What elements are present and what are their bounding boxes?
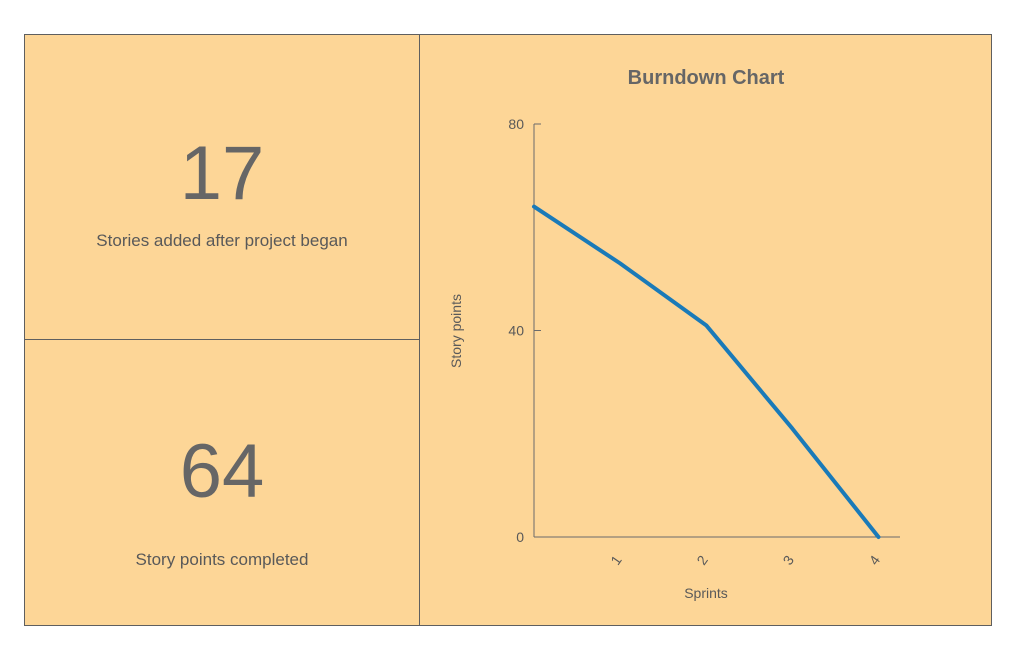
y-tick-label: 40 — [508, 323, 524, 339]
x-tick-label: 3 — [779, 552, 797, 568]
chart-axes: 0 40 80 1 2 3 4 — [508, 116, 900, 568]
chart-title: Burndown Chart — [628, 67, 785, 89]
stat-value: 17 — [179, 131, 265, 216]
y-tick-label: 80 — [508, 116, 524, 132]
stat-card-points-completed: 64 Story points completed — [24, 339, 420, 626]
stat-label: Story points completed — [135, 550, 309, 569]
x-axis-label: Sprints — [684, 585, 728, 601]
y-tick-label: 0 — [516, 529, 524, 545]
chart-plot-area — [532, 204, 881, 539]
x-tick-label: 2 — [693, 552, 711, 568]
x-tick-label: 4 — [866, 552, 884, 568]
stat-label: Stories added after project began — [96, 231, 348, 250]
series-line — [532, 204, 881, 539]
y-axis-label: Story points — [448, 294, 464, 368]
stat-value: 64 — [179, 429, 265, 514]
burndown-chart-panel: Burndown Chart Story points Sprints 0 40 8… — [419, 34, 992, 626]
x-tick-label: 1 — [607, 552, 625, 568]
burndown-chart: Burndown Chart Story points Sprints 0 40 8… — [448, 67, 900, 601]
stat-card-stories-added: 17 Stories added after project began — [24, 34, 420, 340]
